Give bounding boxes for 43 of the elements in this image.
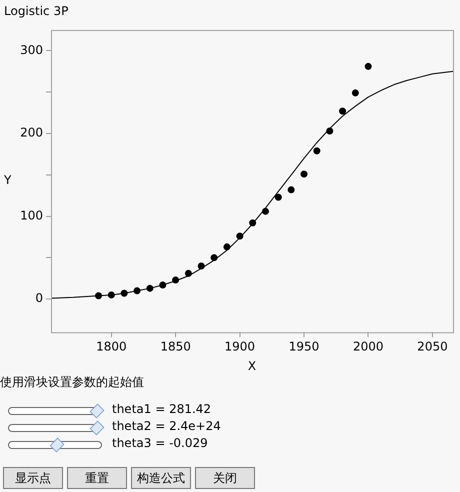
point	[134, 287, 141, 294]
point	[274, 194, 282, 201]
point	[223, 243, 230, 250]
point	[210, 254, 218, 262]
point	[326, 128, 334, 135]
point	[352, 89, 359, 96]
point	[198, 262, 205, 270]
x-tick-label: 2050	[417, 340, 448, 354]
chart-title: Logistic 3P	[4, 4, 68, 18]
x-tick-label: 1950	[288, 340, 320, 354]
y-tick-label: 100	[20, 208, 43, 222]
point	[249, 219, 256, 226]
x-tick-label: 1900	[224, 340, 256, 354]
point	[300, 170, 308, 178]
button: 构造公式	[131, 467, 191, 489]
y-axis-title: Y	[3, 173, 12, 188]
point	[236, 232, 244, 240]
button: 显示点	[3, 467, 63, 489]
point	[288, 186, 295, 194]
y-tick-label: 200	[20, 126, 43, 140]
point	[184, 270, 192, 277]
point	[120, 290, 128, 297]
point	[108, 291, 115, 298]
x-tick-label: 1800	[96, 340, 127, 354]
point	[339, 108, 346, 115]
text: theta2 = 2.4e+24	[112, 419, 221, 433]
point	[95, 292, 102, 300]
button: 重置	[67, 467, 127, 489]
y-tick-label: 300	[20, 42, 43, 57]
point	[172, 276, 180, 284]
text: theta1 = 281.42	[112, 402, 212, 416]
point	[364, 62, 372, 70]
x-axis-title: X	[248, 358, 256, 373]
point	[146, 284, 154, 292]
point	[313, 147, 320, 154]
point	[262, 208, 269, 215]
text: 使用滑块设置参数的起始值	[0, 374, 144, 391]
y-tick-label: 0	[35, 291, 43, 306]
button: 关闭	[195, 467, 255, 489]
x-tick-label: 1850	[160, 340, 191, 354]
point	[159, 282, 166, 289]
text: theta3 = -0.029	[112, 436, 208, 450]
x-tick-label: 2000	[352, 340, 384, 354]
